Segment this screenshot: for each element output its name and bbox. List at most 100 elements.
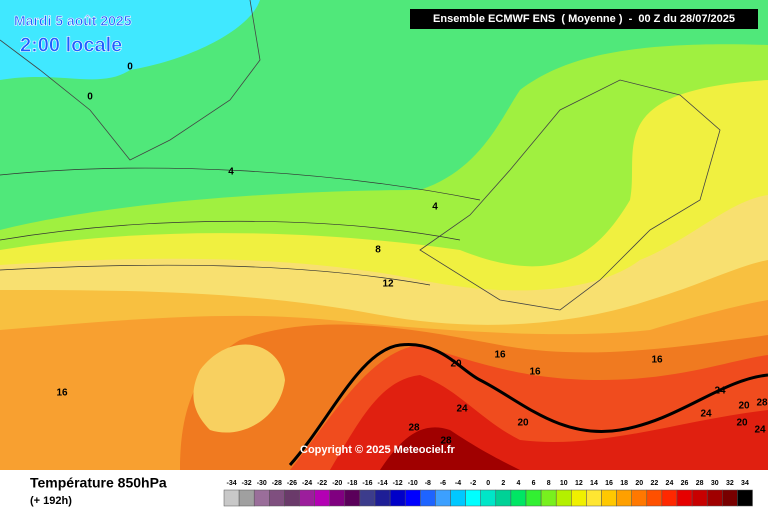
legend-swatch [616, 489, 632, 507]
legend-swatch [223, 489, 240, 507]
legend-swatch [420, 489, 436, 507]
legend-label: 12 [575, 480, 583, 487]
contour-labels: 0 0 4 4 8 12 16 20 16 16 16 24 20 28 28 24 24 20 28 20 24 [56, 62, 768, 447]
legend-label: 28 [696, 480, 704, 487]
legend-label: -30 [257, 480, 267, 487]
legend-swatch [722, 489, 738, 507]
legend-label: -16 [362, 480, 372, 487]
legend-swatch [555, 489, 572, 507]
contour-label: 4 [228, 167, 234, 178]
legend-label: -22 [317, 480, 327, 487]
legend-label: 10 [560, 480, 568, 487]
legend-swatch [435, 489, 451, 507]
contour-label: 24 [714, 386, 726, 397]
time-label: 2:00 locale [20, 34, 122, 56]
legend-swatch [571, 489, 587, 507]
legend-swatch [344, 489, 361, 507]
legend-swatch [253, 489, 270, 507]
legend-label: -2 [470, 480, 476, 487]
legend-swatch [404, 489, 421, 507]
legend-label: -28 [272, 480, 282, 487]
legend-label: 30 [711, 480, 719, 487]
contour-label: 28 [440, 436, 452, 447]
legend-swatch [329, 489, 346, 507]
legend-swatch [284, 489, 300, 507]
legend-label: 6 [532, 480, 536, 487]
legend-swatch [480, 489, 497, 507]
contour-label: 28 [756, 398, 768, 409]
legend-label: -8 [425, 480, 431, 487]
legend-swatch [737, 489, 753, 507]
contour-label: 16 [529, 367, 541, 378]
date-label: Mardi 5 août 2025 [14, 13, 132, 29]
legend-label: 4 [516, 480, 520, 487]
legend-label: -4 [455, 480, 461, 487]
legend-swatch [299, 489, 315, 507]
legend-swatch [661, 489, 678, 507]
contour-label: 16 [494, 350, 506, 361]
model-box [410, 9, 758, 29]
contour-label: 24 [754, 425, 766, 436]
legend-swatch [676, 489, 693, 507]
legend-label: -32 [242, 480, 252, 487]
contour-label: 20 [738, 401, 750, 412]
legend-label: -34 [226, 480, 236, 487]
contour-label: 4 [432, 202, 438, 213]
contour-label: 16 [651, 355, 663, 366]
legend-label: 16 [605, 480, 613, 487]
legend-swatch [706, 489, 723, 507]
legend-label: -26 [287, 480, 297, 487]
footer-subtitle: (+ 192h) [30, 495, 72, 507]
legend-swatch [646, 489, 663, 507]
contour-label: 0 [87, 92, 93, 103]
contour-label: 24 [456, 404, 468, 415]
legend-swatch [540, 489, 557, 507]
legend-swatch [691, 489, 708, 507]
legend-label: -14 [377, 480, 387, 487]
legend-swatch [586, 489, 602, 507]
legend-label: 20 [635, 480, 643, 487]
contour-label: 20 [517, 418, 529, 429]
legend-label: 26 [681, 480, 689, 487]
legend-swatch [525, 489, 542, 507]
copyright: Copyright © 2025 Meteociel.fr [300, 444, 456, 456]
contour-label: 20 [450, 359, 462, 370]
legend-swatch [465, 489, 481, 507]
legend-swatch [238, 489, 255, 507]
legend-swatch [269, 489, 285, 507]
contour-label: 28 [408, 423, 420, 434]
legend-swatch [450, 489, 466, 507]
model-label: Ensemble ECMWF ENS ( Moyenne ) - 00 Z du… [433, 13, 735, 25]
legend-swatch [601, 489, 617, 507]
legend-swatch [389, 489, 406, 507]
legend-label: -18 [347, 480, 357, 487]
legend-swatch [495, 489, 512, 507]
legend-label: 8 [547, 480, 551, 487]
legend-swatch [314, 489, 330, 507]
legend-label: 18 [620, 480, 628, 487]
legend-label: 0 [486, 480, 490, 487]
legend-label: -20 [332, 480, 342, 487]
legend-swatch [631, 489, 648, 507]
legend: -34 -32 -30 -28 -26 -24 -22 -20 -18 -16 -14 -12 -10-… [223, 480, 753, 507]
contour-label: 0 [127, 62, 133, 73]
legend-swatch [374, 489, 391, 507]
legend-label: 34 [741, 480, 749, 487]
legend-label: 22 [650, 480, 658, 487]
contour-label: 16 [56, 388, 68, 399]
legend-label: -6 [440, 480, 446, 487]
footer-title: Température 850hPa [30, 475, 167, 491]
legend-label: -10 [408, 480, 418, 487]
legend-label: -12 [393, 480, 403, 487]
legend-swatch [359, 489, 376, 507]
contour-label: 8 [375, 245, 381, 256]
contour-label: 20 [736, 418, 748, 429]
legend-label: 24 [666, 480, 674, 487]
legend-label: 32 [726, 480, 734, 487]
legend-swatch [510, 489, 527, 507]
contour-label: 24 [700, 409, 712, 420]
legend-label: -24 [302, 480, 312, 487]
legend-label: 2 [501, 480, 505, 487]
contour-label: 12 [382, 279, 394, 290]
